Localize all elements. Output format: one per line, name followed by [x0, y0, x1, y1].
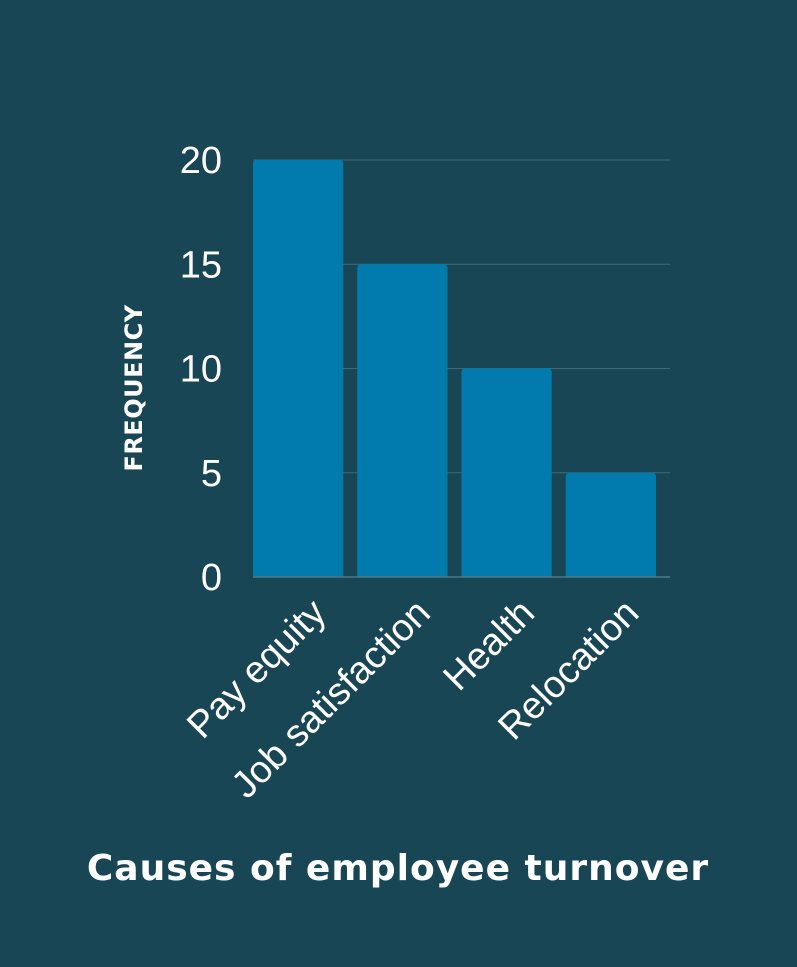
- x-axis-title: Causes of employee turnover: [87, 848, 709, 889]
- y-tick-label: 10: [180, 349, 222, 391]
- y-tick-label: 0: [201, 557, 222, 599]
- bar-relocation: [565, 472, 656, 577]
- y-tick-label: 5: [201, 453, 222, 495]
- y-tick-labels: 0 5 10 15 20: [180, 140, 222, 599]
- y-axis-label: FREQUENCY: [120, 304, 148, 471]
- y-tick-label: 15: [180, 244, 222, 286]
- bar-job-satisfaction: [357, 264, 448, 577]
- bar-pay-equity: [253, 160, 344, 577]
- bars: [253, 160, 670, 578]
- y-tick-label: 20: [180, 140, 222, 182]
- bar-health: [461, 368, 552, 577]
